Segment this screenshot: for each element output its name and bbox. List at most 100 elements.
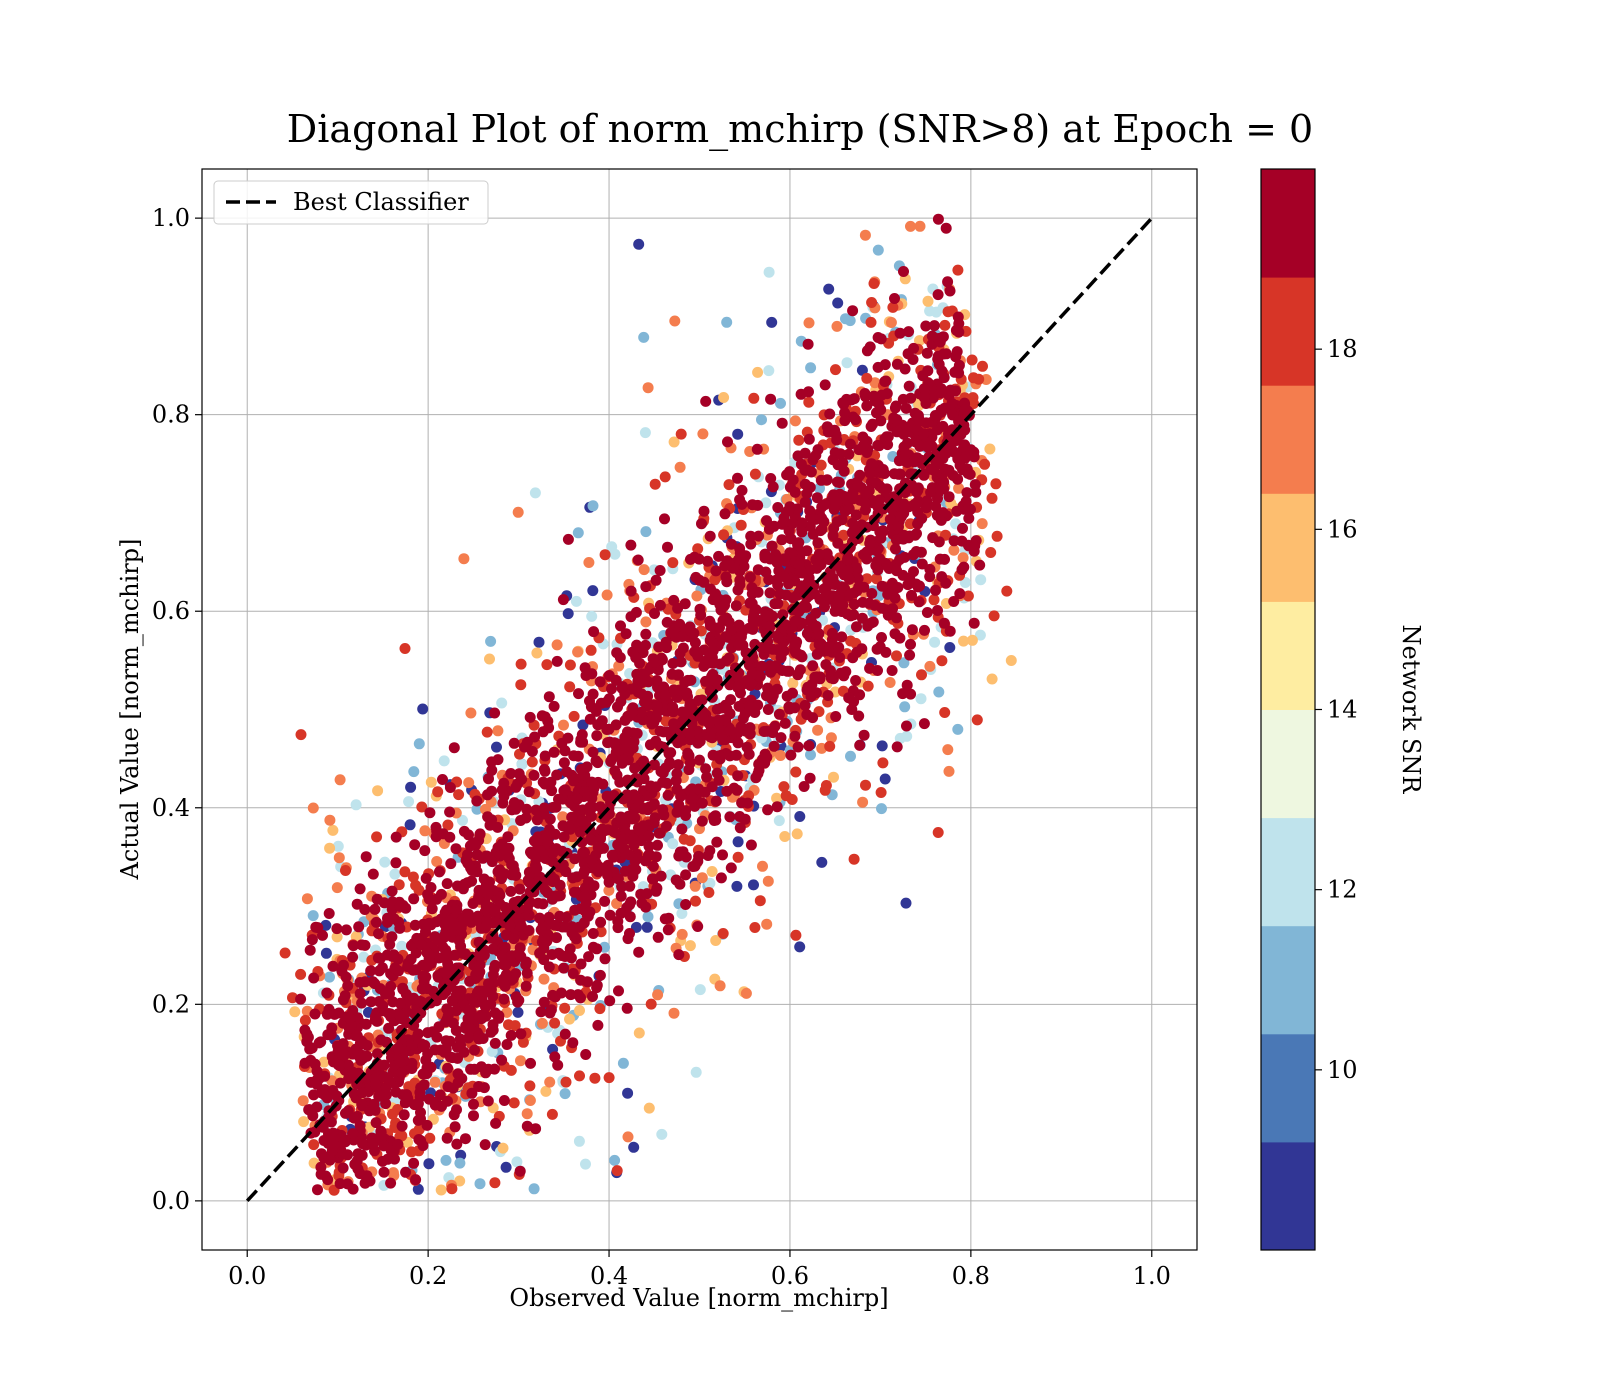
scatter-point (680, 869, 692, 881)
scatter-point (825, 732, 837, 744)
scatter-point (792, 539, 804, 551)
scatter-point (790, 647, 802, 659)
scatter-point (414, 1087, 426, 1098)
scatter-point (348, 1112, 360, 1124)
scatter-point (653, 827, 665, 839)
x-tick-label: 0.6 (771, 1262, 809, 1290)
scatter-point (912, 581, 924, 593)
scatter-point (547, 847, 559, 859)
scatter-point (549, 1051, 561, 1063)
scatter-point (761, 751, 773, 763)
scatter-point (640, 526, 652, 538)
scatter-point (595, 916, 607, 928)
scatter-point (772, 632, 784, 643)
scatter-point (380, 987, 392, 999)
scatter-point (408, 1157, 420, 1169)
scatter-point (760, 610, 772, 622)
scatter-point (901, 679, 913, 691)
scatter-point (446, 995, 458, 1007)
scatter-point (615, 620, 626, 632)
scatter-point (415, 939, 427, 951)
scatter-point (633, 794, 645, 806)
scatter-point (717, 928, 729, 939)
scatter-point (930, 584, 941, 596)
scatter-point (295, 729, 307, 741)
scatter-point (804, 772, 816, 784)
scatter-point (704, 530, 716, 542)
scatter-point (552, 1059, 564, 1071)
scatter-point (938, 372, 950, 384)
scatter-point (572, 527, 584, 539)
scatter-point (761, 725, 773, 737)
scatter-point (392, 1138, 404, 1150)
scatter-point (773, 708, 785, 720)
scatter-point (474, 1178, 486, 1190)
scatter-point (574, 826, 586, 838)
best-classifier-line (245, 216, 1154, 1203)
scatter-point (639, 427, 651, 439)
scatter-point (694, 754, 705, 766)
scatter-point (505, 950, 517, 962)
scatter-point (432, 970, 444, 982)
scatter-point (802, 681, 814, 693)
scatter-point (365, 965, 377, 977)
scatter-point (445, 981, 457, 992)
scatter-point (318, 1135, 330, 1146)
scatter-point (340, 865, 351, 876)
scatter-point (899, 530, 911, 542)
scatter-point (551, 639, 563, 651)
scatter-point (498, 868, 510, 880)
scatter-point (884, 677, 896, 688)
scatter-point (458, 825, 470, 837)
scatter-point (307, 1110, 319, 1122)
scatter-point (594, 969, 606, 981)
scatter-point (671, 768, 683, 779)
scatter-point (463, 777, 475, 789)
scatter-point (805, 691, 817, 703)
scatter-point (937, 507, 949, 519)
scatter-point (342, 980, 354, 992)
scatter-point (515, 1055, 526, 1067)
scatter-point (633, 238, 645, 250)
scatter-point (440, 1035, 452, 1047)
scatter-point (591, 982, 603, 994)
scatter-point (444, 1051, 456, 1063)
scatter-point (510, 781, 522, 793)
scatter-point (372, 1048, 383, 1060)
scatter-point (651, 882, 663, 894)
scatter-point (591, 943, 603, 955)
scatter-point (549, 1017, 561, 1029)
scatter-point (619, 714, 631, 726)
scatter-point (460, 1133, 471, 1145)
scatter-point (703, 887, 715, 898)
scatter-point (631, 728, 643, 739)
scatter-point (447, 1017, 459, 1029)
scatter-point (439, 929, 451, 941)
scatter-point (877, 757, 889, 769)
scatter-point (534, 845, 546, 857)
scatter-point (773, 815, 785, 827)
scatter-point (859, 229, 871, 241)
scatter-point (719, 508, 731, 520)
scatter-point (639, 802, 651, 814)
scatter-point (801, 628, 813, 640)
scatter-point (732, 472, 743, 484)
scatter-point (487, 1024, 499, 1036)
scatter-point (575, 958, 587, 970)
scatter-point (356, 939, 368, 951)
scatter-point (542, 835, 554, 847)
scatter-point (696, 872, 708, 884)
scatter-point (450, 843, 462, 855)
scatter-point (876, 803, 887, 815)
scatter-point (587, 688, 599, 700)
scatter-point (854, 739, 866, 751)
scatter-point (308, 1139, 320, 1151)
scatter-point (369, 903, 381, 915)
scatter-point (342, 1149, 353, 1161)
scatter-point (326, 1022, 338, 1034)
y-tick-label: 0.0 (152, 1187, 190, 1215)
scatter-point (899, 455, 911, 467)
scatter-point (561, 766, 573, 778)
scatter-point (603, 693, 615, 705)
scatter-point (867, 616, 879, 628)
